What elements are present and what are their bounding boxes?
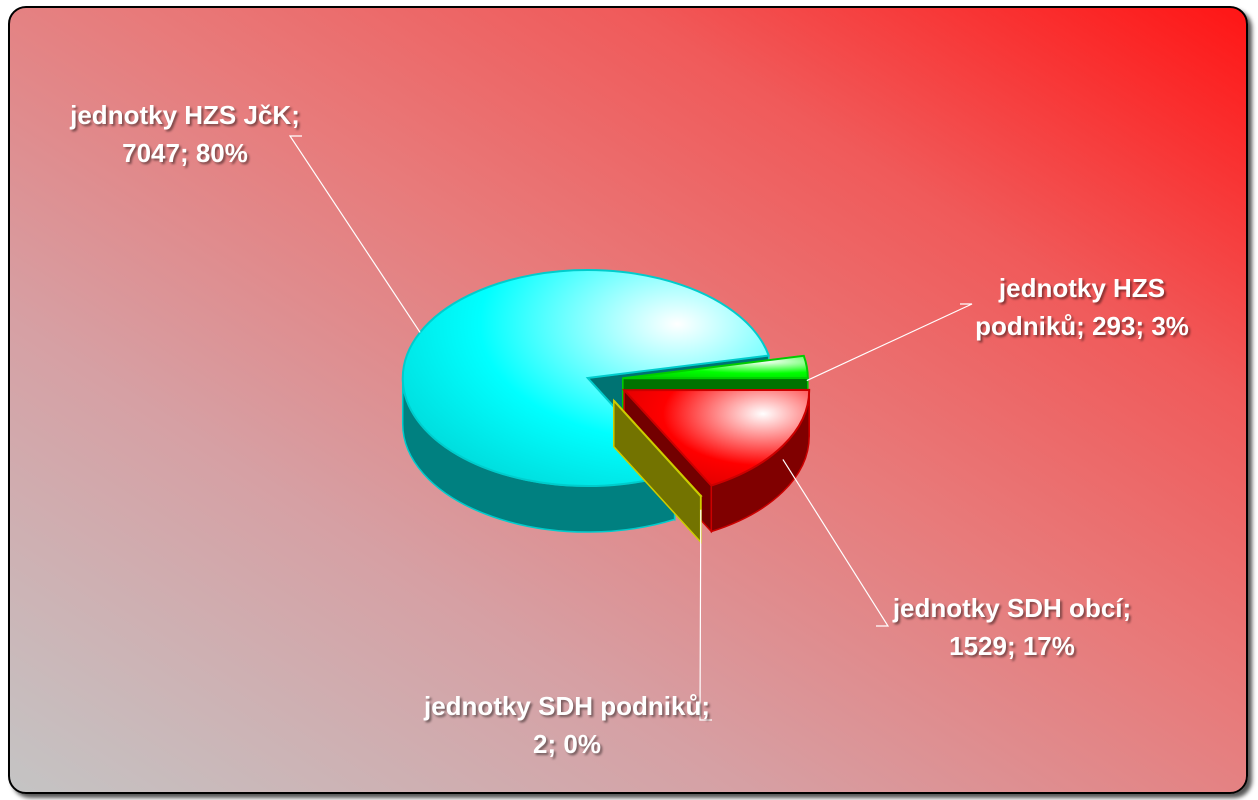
leader-line (699, 509, 712, 721)
label-part: ; (179, 138, 196, 168)
label-part: ; (1122, 593, 1132, 623)
label-part: 2 (533, 729, 548, 759)
label-part: jednotky SDH obcí (892, 593, 1123, 623)
label-part: 7047 (122, 138, 180, 168)
data-label: jednotky HZS podniků; 293; 3% (962, 269, 1202, 345)
chart: jednotky HZS JčK; 7047; 80% jednotky HZS … (8, 6, 1248, 794)
leader-line (782, 459, 890, 627)
leader-line (288, 135, 421, 333)
label-part: 17% (1022, 631, 1075, 661)
label-part: 293 (1092, 311, 1136, 341)
label-part: 1529 (949, 631, 1007, 661)
label-part: ; (701, 691, 710, 721)
label-part: 0% (563, 729, 601, 759)
data-label: jednotky SDH obcí; 1529; 17% (892, 589, 1132, 665)
label-part: ; (1006, 631, 1023, 661)
label-part: ; (547, 729, 564, 759)
label-part: 3% (1151, 311, 1189, 341)
data-label: jednotky SDH podniků; 2; 0% (417, 687, 717, 763)
label-part: jednotky HZS JčK (70, 100, 292, 130)
slice (622, 354, 809, 380)
label-part: ; (1135, 311, 1152, 341)
label-part: jednotky HZS podniků (975, 273, 1166, 341)
label-part: jednotky SDH podniků (423, 691, 702, 721)
leader-line (806, 303, 973, 382)
data-label: jednotky HZS JčK; 7047; 80% (65, 96, 305, 172)
label-part: ; (1076, 311, 1093, 341)
pie-plot (288, 135, 973, 721)
label-part: ; (291, 100, 300, 130)
slice (401, 269, 771, 488)
slice (613, 399, 703, 498)
slice (621, 388, 811, 487)
label-part: 80% (195, 138, 248, 168)
